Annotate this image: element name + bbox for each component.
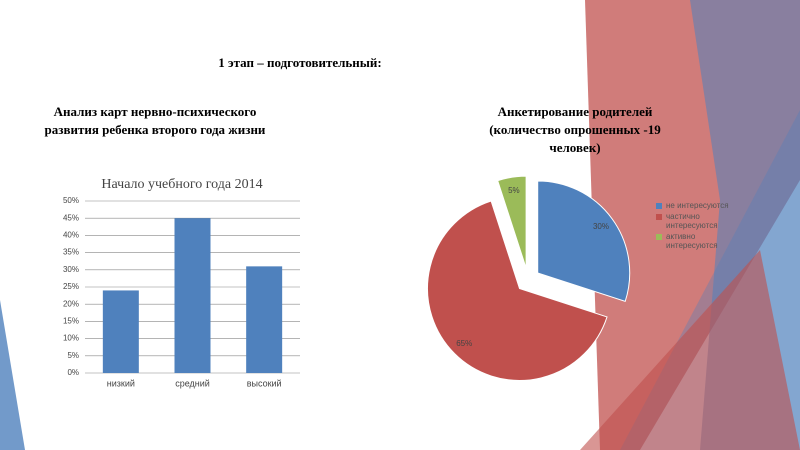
y-tick-label: 30%: [63, 265, 79, 274]
legend-swatch: [656, 214, 662, 220]
decor: [580, 250, 800, 450]
legend-label: частично интересуются: [666, 212, 718, 230]
y-tick-label: 50%: [63, 196, 79, 205]
legend-item: активно интересуются: [656, 232, 736, 250]
y-tick-label: 10%: [63, 334, 79, 343]
y-tick-label: 15%: [63, 317, 79, 326]
decor: [0, 300, 25, 450]
legend-label: не интересуются: [666, 201, 729, 210]
legend: не интересуются частично интересуются акти…: [656, 201, 736, 252]
data-label: 5%: [508, 186, 520, 195]
caption: Анкетирование родителей (количество опро…: [489, 104, 661, 155]
x-tick-label: средний: [175, 378, 210, 388]
y-tick-label: 25%: [63, 282, 79, 291]
bar: [246, 266, 283, 373]
y-tick-label: 35%: [63, 248, 79, 257]
x-tick-label: высокий: [247, 378, 282, 388]
heading: 1 этап – подготовительный:: [218, 55, 382, 70]
y-tick-label: 0%: [67, 368, 79, 377]
x-tick-label: низкий: [107, 378, 135, 388]
y-tick-label: 5%: [67, 351, 79, 360]
y-tick-label: 40%: [63, 231, 79, 240]
y-tick-label: 20%: [63, 299, 79, 308]
data-label: 65%: [456, 339, 472, 348]
y-tick-label: 45%: [63, 213, 79, 222]
bar: [174, 218, 211, 373]
legend-item: частично интересуются: [656, 212, 736, 230]
caption: Анализ карт нервно-психического развития…: [44, 104, 266, 137]
legend-swatch: [656, 234, 662, 240]
pie-slice: [537, 180, 631, 303]
legend-label: активно интересуются: [666, 232, 718, 250]
pie-slice: [497, 175, 527, 269]
data-label: 30%: [593, 222, 609, 231]
legend-swatch: [656, 203, 662, 209]
pie-slice: [427, 200, 608, 381]
bar: [102, 290, 139, 373]
legend-item: не интересуются: [656, 201, 736, 210]
chart-title: Начало учебного года 2014: [101, 177, 262, 192]
